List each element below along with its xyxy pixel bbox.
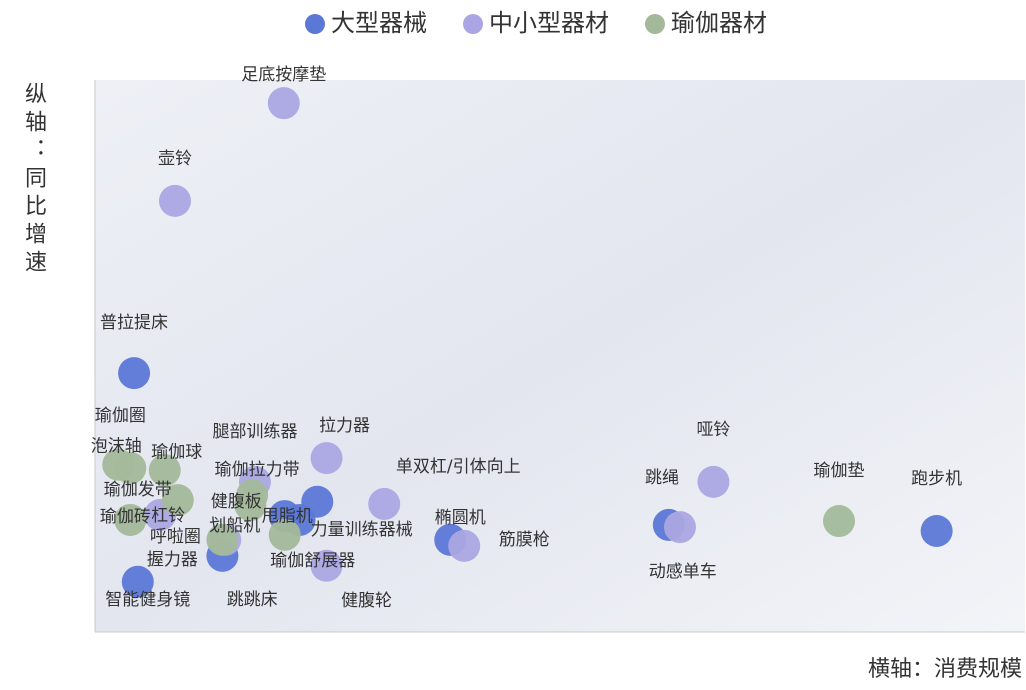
- point-label: 瑜伽拉力带: [215, 460, 300, 480]
- point: [121, 565, 154, 598]
- point: [114, 503, 147, 536]
- point-label: 筋膜枪: [499, 530, 550, 550]
- point-label: 划船机: [209, 516, 260, 536]
- point-label: 瑜伽舒展器: [270, 551, 355, 571]
- point: [102, 448, 135, 481]
- point-label: 智能健身镜: [105, 590, 190, 610]
- point: [310, 549, 343, 582]
- point-label: 瑜伽圈: [95, 406, 146, 426]
- point: [448, 529, 481, 562]
- legend-marker: [305, 14, 325, 34]
- legend-label: 中小型器材: [489, 9, 609, 37]
- point: [118, 357, 151, 390]
- point: [158, 184, 191, 217]
- point-label: 握力器: [147, 550, 198, 570]
- point-label: 跳跳床: [227, 590, 278, 610]
- point: [234, 489, 267, 522]
- y-axis-title: 纵轴：同比增速: [21, 82, 47, 278]
- point: [368, 487, 401, 520]
- legend-marker: [463, 14, 483, 34]
- plot-background: [95, 80, 1025, 632]
- point: [920, 514, 953, 547]
- point-label: 瑜伽球: [151, 442, 202, 462]
- point-label: 瑜伽垫: [814, 461, 865, 481]
- x-axis-title: 横轴：消费规模: [868, 657, 1022, 682]
- point-label: 杠铃: [151, 506, 185, 526]
- point-label: 椭圆机: [435, 508, 486, 528]
- point-label: 力量训练器械: [311, 520, 413, 540]
- point-label: 拉力器: [319, 416, 370, 436]
- point-label: 健腹轮: [341, 591, 392, 611]
- legend-label: 瑜伽器材: [671, 9, 767, 37]
- point: [697, 465, 730, 498]
- point-label: 甩脂机: [262, 507, 313, 527]
- point-label: 泡沫轴: [91, 437, 142, 457]
- point: [663, 511, 696, 544]
- point-label: 普拉提床: [100, 313, 168, 333]
- point: [268, 518, 301, 551]
- point: [267, 87, 300, 120]
- point-label: 哑铃: [696, 420, 730, 440]
- point: [823, 505, 855, 538]
- point: [148, 454, 181, 487]
- legend-marker: [645, 14, 665, 34]
- point-label: 跑步机: [911, 469, 962, 489]
- point-label: 壶铃: [158, 149, 192, 169]
- point: [206, 523, 239, 556]
- point-label: 瑜伽发带: [104, 480, 172, 500]
- point-label: 动感单车: [649, 562, 717, 582]
- point-label: 单双杠/引体向上: [396, 457, 521, 477]
- point: [310, 442, 343, 475]
- point: [161, 484, 194, 517]
- legend-label: 大型器械: [331, 9, 427, 37]
- point-label: 足底按摩垫: [241, 65, 326, 85]
- point-label: 瑜伽砖: [100, 507, 151, 527]
- point-label: 跳绳: [645, 468, 679, 488]
- point-label: 健腹板: [211, 492, 262, 512]
- point-label: 呼啦圈: [150, 527, 201, 547]
- point-label: 腿部训练器: [212, 422, 297, 442]
